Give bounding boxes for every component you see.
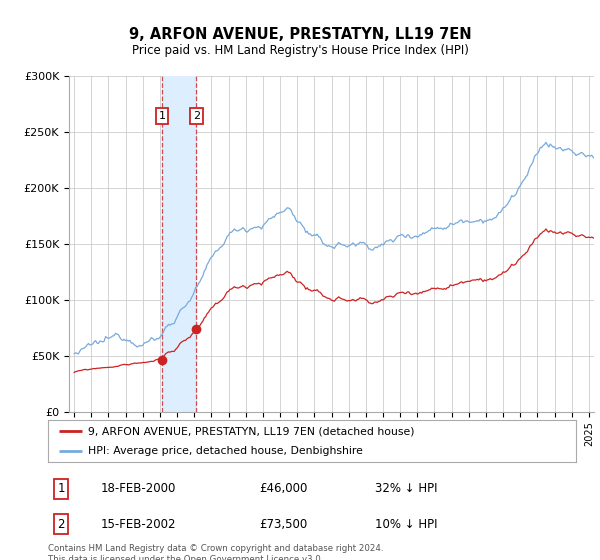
Text: 2: 2 xyxy=(58,518,65,531)
Text: Contains HM Land Registry data © Crown copyright and database right 2024.
This d: Contains HM Land Registry data © Crown c… xyxy=(48,544,383,560)
Text: £73,500: £73,500 xyxy=(259,518,307,531)
Text: 1: 1 xyxy=(58,482,65,495)
Text: 1: 1 xyxy=(158,111,166,121)
Text: Price paid vs. HM Land Registry's House Price Index (HPI): Price paid vs. HM Land Registry's House … xyxy=(131,44,469,57)
Text: 15-FEB-2002: 15-FEB-2002 xyxy=(101,518,176,531)
Text: HPI: Average price, detached house, Denbighshire: HPI: Average price, detached house, Denb… xyxy=(88,446,362,456)
Text: 32% ↓ HPI: 32% ↓ HPI xyxy=(376,482,438,495)
Text: £46,000: £46,000 xyxy=(259,482,308,495)
Bar xyxy=(162,76,196,412)
Text: 18-FEB-2000: 18-FEB-2000 xyxy=(101,482,176,495)
Text: 9, ARFON AVENUE, PRESTATYN, LL19 7EN: 9, ARFON AVENUE, PRESTATYN, LL19 7EN xyxy=(128,27,472,42)
Text: 9, ARFON AVENUE, PRESTATYN, LL19 7EN (detached house): 9, ARFON AVENUE, PRESTATYN, LL19 7EN (de… xyxy=(88,426,414,436)
Text: 2: 2 xyxy=(193,111,200,121)
Text: 10% ↓ HPI: 10% ↓ HPI xyxy=(376,518,438,531)
